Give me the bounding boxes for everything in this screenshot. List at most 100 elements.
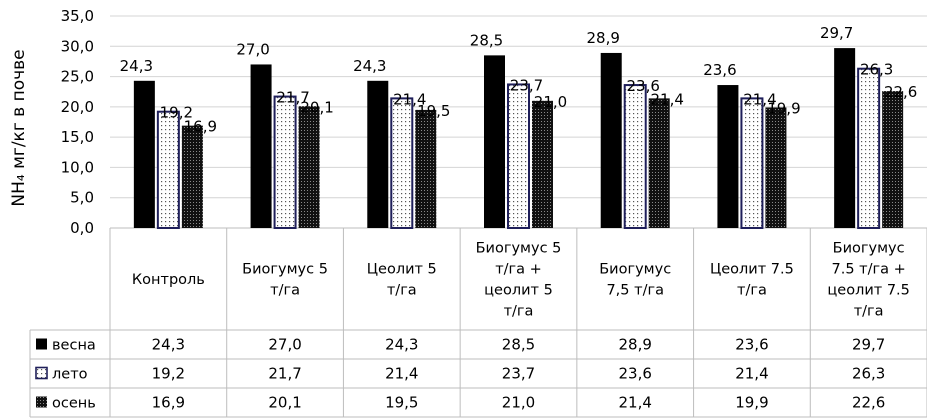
- bar-лето: [390, 97, 414, 230]
- data-table: Контроль Биогумус 5 т/га Цеолит 5 т/га Биогум…: [29, 227, 927, 418]
- legend-key: [36, 338, 47, 350]
- y-tick-label: 5,0: [70, 189, 94, 207]
- bar-весна: [250, 64, 272, 228]
- bar-лето: [623, 84, 647, 230]
- category-label: 7,5 т/га: [606, 283, 664, 299]
- table-cell: 22,6: [852, 394, 885, 412]
- data-label: 16,9: [184, 118, 217, 136]
- table-cell: 28,5: [502, 336, 535, 354]
- category-label: т/га: [387, 283, 417, 299]
- data-label: 23,7: [510, 76, 543, 94]
- data-label: 19,5: [417, 102, 450, 120]
- bar-лето: [857, 67, 881, 229]
- category-label: т/га +: [495, 262, 542, 278]
- bar-лето: [156, 110, 180, 229]
- y-axis: 0,0 5,0 10,0 15,0 20,0 25,0 30,0 35,0: [61, 7, 94, 237]
- table-cell: 24,3: [385, 336, 418, 354]
- category-label: Биогумус 5: [476, 241, 562, 257]
- y-tick-label: 0,0: [70, 219, 94, 237]
- table-cell: 23,7: [502, 365, 535, 383]
- data-label: 21,7: [276, 89, 309, 107]
- table-cell: 19,5: [385, 394, 418, 412]
- y-axis-title: NH₄ мг/кг в почве: [9, 49, 29, 206]
- bar-осень: [648, 98, 670, 229]
- bar-весна: [484, 55, 505, 228]
- y-tick-label: 20,0: [61, 98, 94, 116]
- series-name: осень: [52, 396, 96, 412]
- table-cell: 29,7: [852, 336, 885, 354]
- data-label: 22,6: [884, 83, 917, 101]
- data-label: 24,3: [120, 57, 153, 75]
- category-label: 7.5 т/га +: [832, 262, 906, 278]
- table-cell: 20,1: [268, 394, 301, 412]
- category-label: Контроль: [132, 272, 205, 288]
- table-cell: 21,0: [502, 394, 535, 412]
- table-cell: 21,7: [268, 365, 301, 383]
- category-label: Биогумус 5: [242, 262, 328, 278]
- data-label: 20,1: [300, 98, 333, 116]
- table-cell: 21,4: [619, 394, 652, 412]
- category-label: Цеолит 7.5: [710, 262, 794, 278]
- table-cell: 24,3: [152, 336, 185, 354]
- table-cell: 28,9: [619, 336, 652, 354]
- data-label: 21,4: [651, 90, 684, 108]
- y-tick-label: 10,0: [61, 158, 94, 176]
- y-tick-label: 25,0: [61, 68, 94, 86]
- data-label: 21,4: [393, 90, 426, 108]
- bar-весна: [133, 80, 155, 228]
- bar-осень: [181, 125, 203, 228]
- bar-весна: [717, 85, 739, 229]
- data-label: 24,3: [353, 57, 386, 75]
- bar-лето: [740, 97, 764, 230]
- data-labels: 24,319,216,927,021,720,124,321,419,528,5…: [120, 24, 918, 136]
- table-cell: 21,4: [385, 365, 418, 383]
- bar-осень: [532, 100, 553, 228]
- data-label: 23,6: [627, 77, 660, 95]
- data-label: 28,9: [587, 29, 620, 47]
- category-label: Биогумус: [833, 241, 905, 257]
- table-cell: 27,0: [268, 336, 301, 354]
- bar-лето: [507, 83, 530, 230]
- bar-лето: [273, 95, 297, 229]
- data-label: 19,9: [767, 99, 800, 117]
- table-cell: 19,9: [735, 394, 768, 412]
- data-label: 21,4: [743, 90, 776, 108]
- data-label: 27,0: [236, 40, 269, 58]
- table-cell: 23,6: [619, 365, 652, 383]
- bar-весна: [834, 48, 856, 228]
- series-name: лето: [52, 367, 88, 383]
- series-name: весна: [52, 338, 96, 354]
- category-label: цеолит 7.5: [827, 283, 909, 299]
- category-label: т/га: [270, 283, 300, 299]
- bar-осень: [415, 109, 437, 228]
- category-label: Биогумус: [599, 262, 671, 278]
- table-cell: 26,3: [852, 365, 885, 383]
- category-label: цеолит 5: [484, 283, 553, 299]
- y-tick-label: 30,0: [61, 37, 94, 55]
- data-label: 21,0: [534, 93, 567, 111]
- data-label: 23,6: [703, 61, 736, 79]
- legend-key: [35, 366, 48, 380]
- bar-весна: [600, 52, 622, 228]
- bar-осень: [882, 91, 904, 228]
- table-cell: 21,4: [735, 365, 768, 383]
- category-label: т/га: [854, 304, 884, 320]
- data-label: 19,2: [160, 104, 193, 122]
- y-tick-label: 15,0: [61, 128, 94, 146]
- legend-key: [36, 396, 47, 408]
- bar-осень: [298, 106, 320, 228]
- table-cell: 19,2: [152, 365, 185, 383]
- category-label: т/га: [504, 304, 534, 320]
- y-tick-label: 35,0: [61, 7, 94, 25]
- table-cell: 16,9: [152, 394, 185, 412]
- data-label: 28,5: [470, 31, 503, 49]
- category-label: Цеолит 5: [367, 262, 437, 278]
- data-label: 29,7: [820, 24, 853, 42]
- bar-осень: [765, 107, 787, 228]
- data-label: 26,3: [860, 61, 893, 79]
- bars: [133, 48, 904, 230]
- bar-весна: [367, 80, 389, 228]
- category-label: т/га: [737, 283, 767, 299]
- table-cell: 23,6: [735, 336, 768, 354]
